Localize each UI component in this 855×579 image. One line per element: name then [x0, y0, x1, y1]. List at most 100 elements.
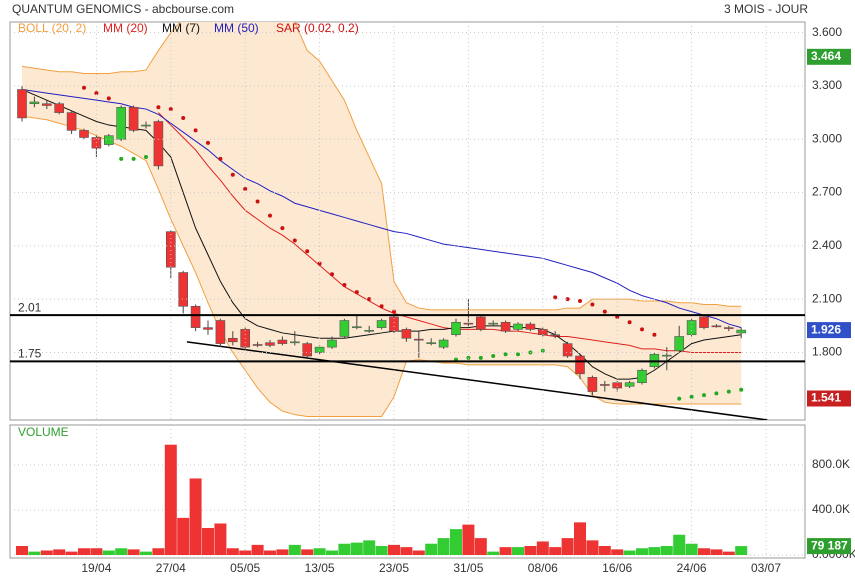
candle-body	[488, 322, 499, 325]
sar-dot	[590, 302, 595, 307]
sar-dot	[230, 172, 235, 177]
x-tick-label: 13/05	[305, 561, 335, 575]
candle-body	[426, 342, 437, 345]
candle-body	[624, 382, 635, 387]
volume-bar	[722, 551, 735, 555]
sar-dot	[553, 295, 558, 300]
volume-bar	[474, 538, 487, 555]
volume-bar	[276, 549, 289, 555]
candle-body	[178, 272, 188, 307]
candle-body	[166, 231, 176, 268]
candle-body	[17, 89, 27, 119]
price-badge-label: 1.541	[811, 391, 841, 405]
sar-dot	[292, 238, 297, 243]
volume-bar	[140, 551, 152, 555]
sar-dot	[218, 156, 223, 161]
sar-dot	[392, 309, 396, 314]
candle-body	[277, 339, 288, 344]
candle-body	[215, 320, 226, 344]
y-tick-label: 2.100	[812, 291, 842, 305]
sar-dot	[255, 199, 260, 204]
sar-dot	[702, 393, 706, 398]
sar-dot	[330, 272, 334, 277]
candle-body	[711, 325, 722, 328]
sar-dot	[602, 309, 607, 314]
sar-dot	[640, 327, 644, 332]
candle-body	[141, 124, 151, 127]
volume-title: VOLUME	[18, 425, 69, 439]
x-tick-label: 31/05	[453, 561, 483, 575]
candle-body	[661, 354, 672, 357]
x-tick-label: 05/05	[230, 561, 260, 575]
volume-bar	[127, 549, 140, 555]
sar-dot	[491, 354, 496, 359]
bollinger-lower	[21, 115, 742, 417]
volume-bar	[53, 549, 66, 555]
volume-bar	[164, 444, 177, 555]
sar-dot	[193, 128, 198, 133]
candle-body	[389, 316, 399, 332]
sar-dot	[206, 140, 210, 145]
candle-body	[550, 334, 561, 337]
price-badge-label: 1.926	[811, 322, 841, 336]
candle-body	[575, 355, 585, 375]
volume-bar	[16, 545, 28, 555]
sar-dot	[714, 391, 719, 396]
volume-bar	[388, 544, 400, 555]
sar-dot	[243, 187, 248, 192]
sar-dot	[119, 156, 124, 161]
sar-dot	[478, 355, 483, 360]
sar-dot	[677, 396, 682, 401]
candle-body	[289, 341, 300, 344]
sar-dot	[466, 355, 471, 360]
candle-body	[674, 336, 685, 352]
volume-bar	[450, 529, 462, 555]
sar-dot	[131, 156, 136, 161]
candle-body	[153, 121, 164, 167]
candle-body	[513, 323, 523, 330]
volume-bar	[673, 534, 686, 555]
x-tick-label: 24/06	[677, 561, 707, 575]
volume-bar	[710, 549, 723, 555]
candle-body	[54, 103, 65, 113]
y-tick-label: 2.700	[812, 185, 842, 199]
candle-body	[637, 369, 647, 383]
candle-body	[29, 101, 40, 105]
volume-bar	[326, 550, 338, 555]
bollinger-upper	[21, 22, 742, 311]
candle-body	[364, 329, 375, 332]
x-tick-label: 08/06	[528, 561, 558, 575]
y-tick-label: 1.800	[812, 345, 842, 359]
sar-dot	[305, 249, 310, 254]
volume-bar	[202, 527, 214, 555]
candle-body	[612, 382, 623, 389]
volume-bar	[648, 547, 661, 555]
volume-bar	[487, 551, 500, 555]
chart-title: QUANTUM GENOMICS - abcbourse.com	[12, 2, 234, 16]
volume-bar	[412, 550, 425, 555]
candle-body	[500, 321, 511, 332]
sar-dot	[168, 107, 173, 112]
volume-bar	[524, 545, 537, 555]
volume-bar	[115, 548, 128, 555]
volume-bar	[623, 550, 636, 555]
volume-bar	[636, 548, 648, 555]
candle-body	[562, 343, 573, 357]
bollinger-area	[22, 22, 742, 417]
volume-bar	[90, 548, 103, 555]
price-badge	[807, 322, 851, 339]
volume-bar	[561, 538, 574, 555]
candle-body	[104, 135, 114, 145]
volume-bar	[350, 542, 363, 555]
volume-bar	[660, 545, 673, 555]
volume-bar	[611, 549, 624, 555]
candle-body	[339, 320, 350, 337]
candle-body	[723, 327, 734, 329]
candle-body	[203, 327, 213, 330]
volume-bar	[698, 548, 710, 555]
level-label: 1.75	[18, 347, 42, 361]
volume-bar	[177, 517, 190, 555]
candle-body	[401, 329, 412, 339]
volume-bar	[574, 522, 586, 555]
